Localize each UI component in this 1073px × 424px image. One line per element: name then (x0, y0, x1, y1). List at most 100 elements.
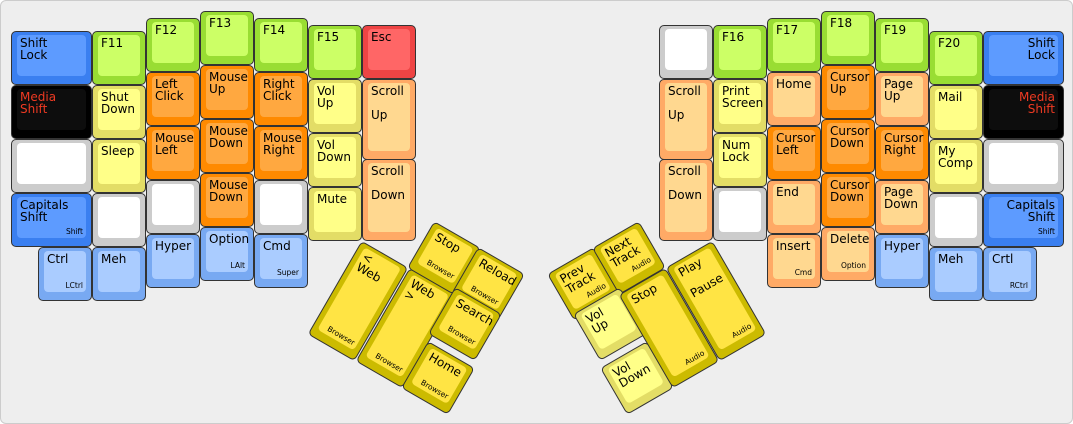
key-mouse-down[interactable]: Mouse Down (200, 173, 254, 227)
keycap: Mouse Up (206, 69, 248, 110)
key-mouse-left[interactable]: Mouse Left (146, 126, 200, 180)
key-label: End (776, 185, 799, 199)
key-label: Mail (938, 90, 963, 104)
key-my-comp[interactable]: My Comp (929, 139, 983, 193)
key-cursor-down[interactable]: Cursor Down (821, 173, 875, 227)
key-mail[interactable]: Mail (929, 85, 983, 139)
keycap (665, 29, 707, 70)
key-f12[interactable]: F12 (146, 18, 200, 72)
key-page-down[interactable]: Page Down (875, 180, 929, 234)
key-f13[interactable]: F13 (200, 11, 254, 65)
key-shut-down[interactable]: Shut Down (92, 85, 146, 139)
key-blank[interactable] (983, 139, 1064, 193)
key-hyper[interactable]: Hyper (875, 234, 929, 288)
key-print-screen[interactable]: Print Screen (713, 79, 767, 133)
key-f18[interactable]: F18 (821, 11, 875, 65)
keycap: Ctrl LCtrl (44, 251, 86, 292)
key-meh[interactable]: Meh (92, 247, 146, 301)
keycap: Scroll Down (368, 163, 410, 232)
key-label: Right Click (263, 77, 295, 103)
key-shift-lock[interactable]: Shift Lock (11, 31, 92, 85)
key-scroll-down[interactable]: Scroll Down (659, 159, 713, 241)
key-capitals-shift[interactable]: Capitals Shift Shift (11, 193, 92, 247)
key-f20[interactable]: F20 (929, 31, 983, 85)
key-label: Play Pause (675, 255, 726, 301)
key-right-click[interactable]: Right Click (254, 72, 308, 126)
key-mouse-right[interactable]: Mouse Right (254, 126, 308, 180)
key-label: Scroll Up (371, 84, 404, 122)
key-cursor-left[interactable]: Cursor Left (767, 126, 821, 180)
key-left-click[interactable]: Left Click (146, 72, 200, 126)
key-cursor-right[interactable]: Cursor Right (875, 126, 929, 180)
key-label: F13 (209, 16, 232, 30)
key-ctrl[interactable]: Ctrl LCtrl (38, 247, 92, 301)
keycap: End (773, 184, 815, 225)
key-label: Shut Down (101, 90, 136, 116)
key-label: Vol Down (610, 358, 653, 391)
key-label: Option (209, 232, 250, 246)
key-label: Delete (830, 232, 870, 246)
key-vol-up[interactable]: Vol Up (308, 79, 362, 133)
key-end[interactable]: End (767, 180, 821, 234)
key-label: Mouse Left (155, 131, 194, 157)
key-label: Cursor Left (776, 131, 816, 157)
key-shift-lock[interactable]: Shift Lock (983, 31, 1064, 85)
key-hyper[interactable]: Hyper (146, 234, 200, 288)
keycap: F13 (206, 15, 248, 56)
key-label: Cursor Right (884, 131, 924, 157)
key-blank[interactable] (254, 180, 308, 234)
key-blank[interactable] (92, 193, 146, 247)
key-label: Scroll Up (668, 84, 701, 122)
keycap: F20 (935, 35, 977, 76)
key-meh[interactable]: Meh (929, 247, 983, 301)
key-media-shift[interactable]: Media Shift (983, 85, 1064, 139)
key-vol-down[interactable]: Vol Down (308, 133, 362, 187)
key-label: Page Up (884, 77, 914, 103)
key-insert[interactable]: Insert Cmd (767, 234, 821, 288)
keycap: Cursor Right (881, 130, 923, 171)
key-f15[interactable]: F15 (308, 25, 362, 79)
key-label: F17 (776, 23, 799, 37)
keycap: Hyper (881, 238, 923, 279)
key-f16[interactable]: F16 (713, 25, 767, 79)
key-cursor-up[interactable]: Cursor Up (821, 65, 875, 119)
key-label: F14 (263, 23, 286, 37)
key-mouse-down[interactable]: Mouse Down (200, 119, 254, 173)
key-cursor-down[interactable]: Cursor Down (821, 119, 875, 173)
key-f19[interactable]: F19 (875, 18, 929, 72)
key-capitals-shift[interactable]: Capitals Shift Shift (983, 193, 1064, 247)
key-scroll-down[interactable]: Scroll Down (362, 159, 416, 241)
key-f11[interactable]: F11 (92, 31, 146, 85)
key-label: Ctrl (47, 252, 69, 266)
key-f14[interactable]: F14 (254, 18, 308, 72)
key-label: Hyper (884, 239, 921, 253)
key-label: Media Shift (20, 90, 57, 116)
keycap: Mute (314, 191, 356, 232)
key-blank[interactable] (11, 139, 92, 193)
key-scroll-up[interactable]: Scroll Up (362, 79, 416, 160)
key-cmd[interactable]: Cmd Super (254, 234, 308, 288)
key-sleep[interactable]: Sleep (92, 139, 146, 193)
key-esc[interactable]: Esc (362, 25, 416, 79)
key-label: Sleep (101, 144, 135, 158)
key-home[interactable]: Home (767, 72, 821, 126)
key-delete[interactable]: Delete Option (821, 227, 875, 281)
keycap: Shift Lock (17, 35, 86, 76)
key-label: Insert (776, 239, 811, 253)
key-label: Num Lock (722, 138, 751, 164)
key-f17[interactable]: F17 (767, 18, 821, 72)
key-blank[interactable] (659, 25, 713, 79)
key-blank[interactable] (146, 180, 200, 234)
key-blank[interactable] (929, 193, 983, 247)
keycap: Mouse Down (206, 123, 248, 164)
key-num-lock[interactable]: Num Lock (713, 133, 767, 187)
key-media-shift[interactable]: Media Shift (11, 85, 92, 139)
keycap: Cmd Super (260, 238, 302, 279)
key-mute[interactable]: Mute (308, 187, 362, 241)
key-blank[interactable] (713, 187, 767, 241)
key-page-up[interactable]: Page Up (875, 72, 929, 126)
key-mouse-up[interactable]: Mouse Up (200, 65, 254, 119)
key-scroll-up[interactable]: Scroll Up (659, 79, 713, 160)
key-option[interactable]: Option LAlt (200, 227, 254, 281)
key-crtl[interactable]: Crtl RCtrl (983, 247, 1037, 301)
